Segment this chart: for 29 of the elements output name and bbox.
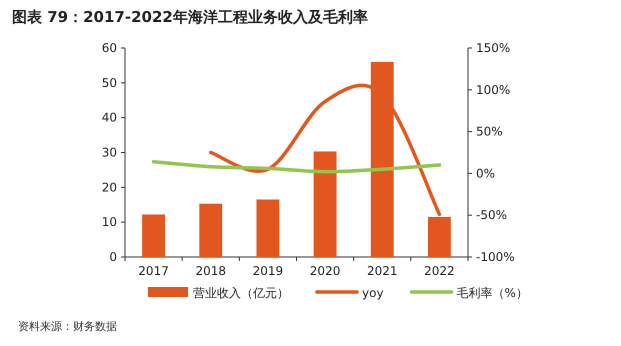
y-tick-label: 60 bbox=[102, 41, 117, 55]
y-tick-label: 30 bbox=[102, 146, 117, 160]
y2-tick-label: 150% bbox=[476, 41, 510, 55]
y2-tick-label: -50% bbox=[476, 208, 508, 222]
chart-title: 图表 79：2017-2022年海洋工程业务收入及毛利率 bbox=[12, 8, 368, 26]
legend-label: 营业收入（亿元） bbox=[193, 286, 289, 300]
x-tick-label: 2018 bbox=[195, 264, 226, 278]
bar bbox=[314, 151, 337, 257]
y-tick-label: 50 bbox=[102, 76, 117, 90]
y2-tick-label: 0% bbox=[476, 166, 496, 180]
y-tick-label: 40 bbox=[102, 110, 117, 125]
x-tick-label: 2021 bbox=[366, 264, 398, 278]
y2-tick-label: 100% bbox=[476, 82, 510, 97]
y-tick-label: 10 bbox=[102, 215, 117, 230]
x-tick-label: 2019 bbox=[252, 264, 284, 278]
bar bbox=[142, 214, 166, 257]
x-tick-label: 2022 bbox=[424, 264, 455, 278]
y-tick-label: 0 bbox=[109, 250, 117, 264]
y2-tick-label: -100% bbox=[476, 250, 515, 264]
bar bbox=[256, 200, 280, 257]
legend-label: 毛利率（%） bbox=[456, 286, 528, 300]
line-series bbox=[152, 160, 442, 174]
x-tick-label: 2017 bbox=[138, 264, 169, 278]
text: 资料来源：财务数据 bbox=[18, 320, 117, 333]
legend-label: yoy bbox=[362, 286, 384, 300]
y-tick-label: 20 bbox=[102, 180, 117, 194]
x-tick-label: 2020 bbox=[310, 264, 340, 278]
y2-tick-label: 50% bbox=[476, 124, 503, 139]
bar bbox=[199, 204, 222, 257]
